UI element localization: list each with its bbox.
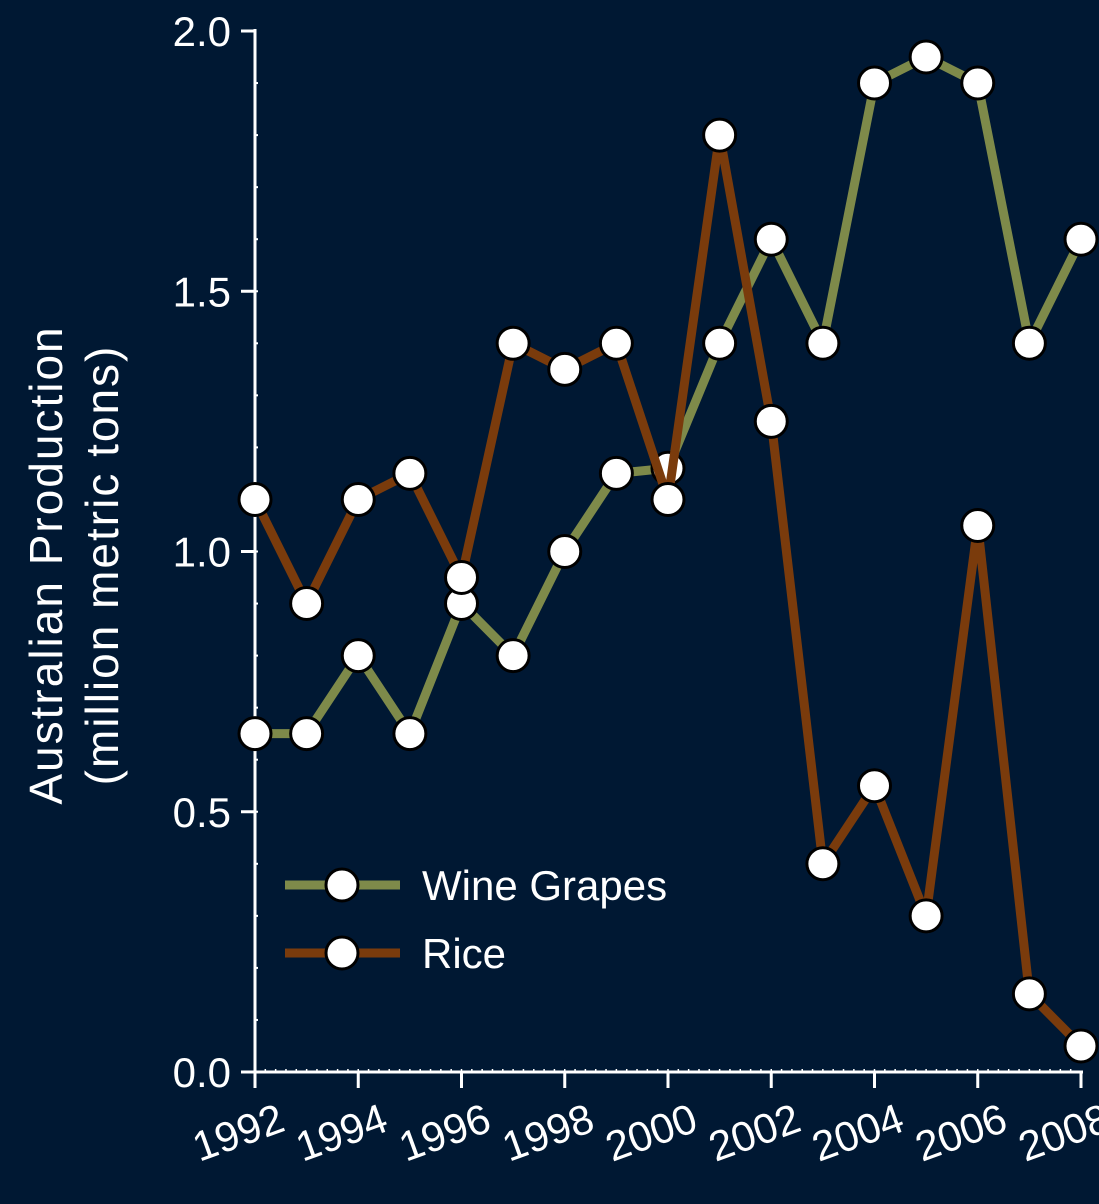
legend-item: Wine Grapes bbox=[285, 862, 667, 909]
data-point bbox=[960, 507, 996, 543]
data-point bbox=[444, 560, 479, 596]
data-point bbox=[753, 221, 789, 257]
data-point bbox=[237, 481, 273, 517]
data-point bbox=[753, 403, 789, 439]
data-point bbox=[1011, 976, 1047, 1012]
x-tick-label: 2000 bbox=[599, 1094, 703, 1170]
data-point bbox=[598, 325, 634, 361]
data-point bbox=[960, 65, 996, 101]
series-wine-grapes bbox=[237, 39, 1099, 752]
x-tick-label: 2004 bbox=[806, 1094, 910, 1170]
data-point bbox=[340, 481, 376, 517]
y-tick-label: 0.0 bbox=[173, 1049, 231, 1096]
legend-item: Rice bbox=[285, 930, 506, 977]
x-tick-label: 2008 bbox=[1012, 1094, 1099, 1170]
data-point bbox=[805, 325, 841, 361]
y-tick-label: 1.0 bbox=[173, 529, 231, 576]
data-point bbox=[650, 481, 686, 517]
data-point bbox=[495, 325, 531, 361]
y-axis-label-line1: Australian Production bbox=[20, 325, 72, 804]
legend-label: Rice bbox=[422, 930, 506, 977]
data-point bbox=[805, 846, 841, 882]
legend-marker bbox=[324, 935, 360, 971]
data-point bbox=[289, 586, 325, 622]
series-rice bbox=[237, 117, 1099, 1064]
data-point bbox=[1063, 1028, 1099, 1064]
y-tick-label: 2.0 bbox=[173, 8, 231, 55]
series-layer bbox=[237, 39, 1099, 1064]
y-tick-label: 0.5 bbox=[173, 789, 231, 836]
legend-marker bbox=[324, 867, 360, 903]
x-tick-label: 1994 bbox=[289, 1094, 393, 1170]
data-point bbox=[598, 455, 634, 491]
x-tick-label: 1996 bbox=[393, 1094, 497, 1170]
y-axis-label: Australian Production (million metric to… bbox=[20, 325, 128, 804]
x-tick-label: 2006 bbox=[909, 1094, 1013, 1170]
data-point bbox=[857, 65, 892, 101]
data-point bbox=[908, 39, 944, 75]
data-point bbox=[495, 638, 531, 674]
data-point bbox=[392, 716, 428, 752]
series-line bbox=[250, 134, 1085, 1050]
x-tick-label: 1998 bbox=[496, 1094, 600, 1170]
series-line bbox=[255, 51, 1086, 744]
data-point bbox=[857, 768, 892, 804]
data-point bbox=[547, 351, 583, 387]
x-tick-label: 2002 bbox=[702, 1094, 806, 1170]
data-point bbox=[908, 898, 944, 934]
x-tick-label: 1992 bbox=[186, 1094, 290, 1170]
y-axis-label-line2: (million metric tons) bbox=[76, 345, 128, 786]
data-point bbox=[289, 716, 325, 752]
data-point bbox=[702, 117, 738, 153]
data-point bbox=[237, 716, 273, 752]
data-point bbox=[340, 638, 376, 674]
data-point bbox=[1011, 325, 1047, 361]
legend-label: Wine Grapes bbox=[422, 862, 667, 909]
data-point bbox=[1063, 221, 1099, 257]
y-tick-label: 1.5 bbox=[173, 268, 231, 315]
data-point bbox=[702, 325, 738, 361]
data-point bbox=[392, 455, 428, 491]
data-point bbox=[547, 534, 583, 569]
legend: Wine Grapes Rice bbox=[285, 862, 667, 977]
